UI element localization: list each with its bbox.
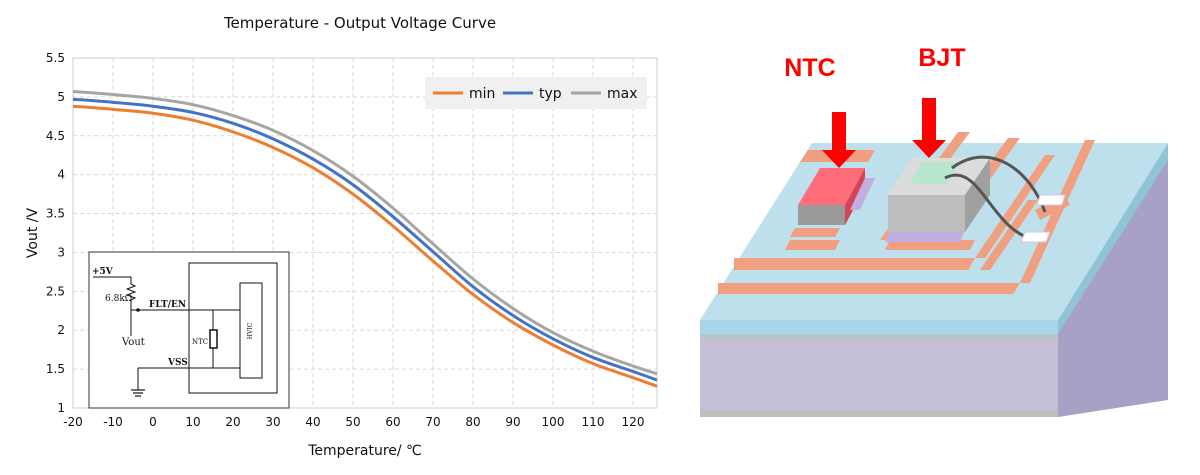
y-tick-label: 1.5 (46, 362, 65, 376)
x-tick-label: 30 (265, 415, 280, 429)
lead-pad-2 (1036, 194, 1066, 206)
trace-middle (734, 258, 975, 270)
ntc-label: NTC (192, 338, 208, 346)
legend-label-typ: typ (539, 86, 562, 102)
legend: min typ max (425, 77, 647, 109)
vss-label: VSS (167, 358, 188, 368)
x-tick-label: 70 (425, 415, 440, 429)
substrate-top-edge (700, 320, 1058, 334)
y-axis-ticks: 1 1.5 2 2.5 3 3.5 4 4.5 5 5.5 (46, 51, 65, 415)
x-axis-label: Temperature/ ℃ (307, 443, 422, 459)
x-tick-label: 110 (582, 415, 605, 429)
plot-area (72, 57, 658, 409)
trace-right-diagonal (980, 200, 1038, 270)
series-line-min (72, 104, 658, 388)
x-tick-label: 20 (225, 415, 240, 429)
ntc-body-front-lower (798, 205, 845, 225)
vout-label: Vout (121, 337, 145, 348)
substrate-mid-layer (700, 333, 1058, 340)
ntc-pad-bottom (790, 228, 840, 237)
bjt-die (910, 162, 960, 184)
lead-pad-1 (1020, 231, 1051, 243)
x-tick-label: 40 (305, 415, 320, 429)
y-tick-label: 2 (57, 323, 65, 337)
x-tick-label: 60 (385, 415, 400, 429)
substrate-top-right-edge (1058, 143, 1168, 334)
legend-label-min: min (469, 86, 495, 102)
y-tick-label: 4.5 (46, 129, 65, 143)
hvic-block (239, 282, 263, 379)
bjt-base-accent (885, 230, 965, 242)
bjt-title-label: BJT (918, 44, 965, 72)
x-tick-label: 10 (185, 415, 200, 429)
x-tick-label: -20 (63, 415, 83, 429)
hvic-label: HVIC (247, 322, 254, 339)
series-line-max (72, 89, 658, 376)
y-tick-label: 5 (57, 90, 65, 104)
trace-ntc-pad (785, 240, 840, 250)
resistor-symbol (125, 283, 137, 301)
resistor-label: 6.8kΩ (105, 294, 132, 304)
y-tick-label: 5.5 (46, 51, 65, 65)
x-tick-label: 0 (149, 415, 157, 429)
bjt-arrow-icon (912, 98, 946, 158)
substrate-bottom-layer (700, 410, 1058, 417)
x-axis-ticks: -20 -10 0 10 20 30 40 50 60 70 80 90 100 110 120 (63, 415, 644, 429)
x-tick-label: 80 (465, 415, 480, 429)
bond-wire-2 (944, 173, 1036, 242)
bjt-body-side (965, 158, 990, 232)
y-tick-label: 3 (57, 245, 65, 259)
y-axis-label: Vout /V (25, 208, 41, 259)
ntc-body-accent (850, 178, 875, 210)
x-tick-label: -10 (103, 415, 123, 429)
ntc-title-label: NTC (784, 54, 835, 82)
bjt-body-front (888, 195, 965, 232)
x-tick-label: 50 (345, 415, 360, 429)
ntc-arrow-icon (822, 112, 856, 168)
module-package-diagram: NTC BJT (700, 44, 1168, 417)
trace-bottom (718, 283, 1020, 294)
ntc-body-side (845, 168, 865, 225)
x-tick-label: 100 (542, 415, 565, 429)
trace-bjt-pad (885, 240, 975, 250)
y-tick-label: 4 (57, 168, 65, 182)
application-schematic: HVIC +5V 6.8kΩ FLT/EN Vout NTC VSS (88, 251, 290, 409)
supply-label: +5V (92, 267, 114, 277)
y-tick-label: 3.5 (46, 207, 65, 221)
trace-diagonal (975, 155, 1055, 258)
chart-title: Temperature - Output Voltage Curve (223, 14, 496, 32)
y-tick-label: 1 (57, 401, 65, 415)
ntc-body-top (798, 168, 865, 205)
module-box (188, 262, 278, 394)
x-tick-label: 120 (622, 415, 645, 429)
temperature-voltage-chart: Temperature - Output Voltage Curve -20 -1… (25, 14, 658, 459)
y-tick-label: 2.5 (46, 284, 65, 298)
flt-en-label: FLT/EN (149, 300, 186, 310)
substrate-front-side (700, 340, 1058, 417)
series-lines (72, 89, 658, 388)
series-line-typ (72, 97, 658, 382)
substrate-right-side (1058, 143, 1168, 417)
trace-far-right (1020, 140, 1095, 283)
x-tick-label: 90 (505, 415, 520, 429)
legend-label-max: max (607, 86, 638, 102)
